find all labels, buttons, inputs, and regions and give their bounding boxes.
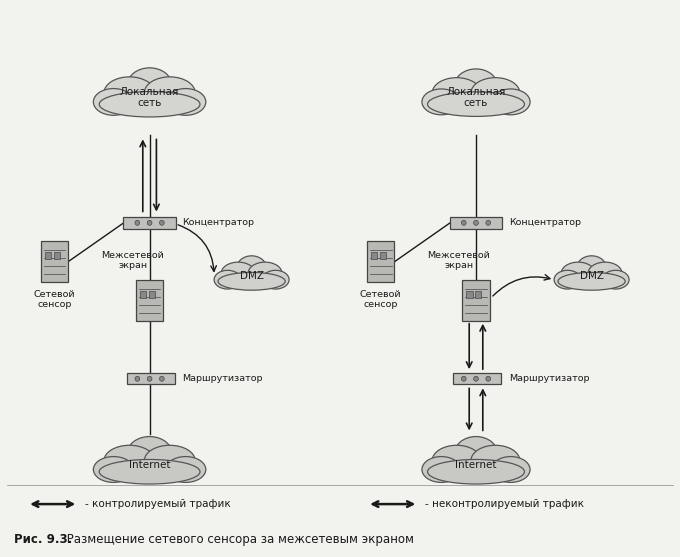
Ellipse shape — [262, 270, 289, 289]
Text: Сетевой
сенсор: Сетевой сенсор — [33, 290, 75, 309]
Ellipse shape — [159, 377, 165, 381]
Text: Межсетевой
экран: Межсетевой экран — [428, 251, 490, 270]
Text: Маршрутизатор: Маршрутизатор — [509, 374, 589, 383]
Text: Межсетевой
экран: Межсетевой экран — [101, 251, 164, 270]
FancyBboxPatch shape — [136, 280, 163, 321]
FancyBboxPatch shape — [475, 291, 481, 298]
Ellipse shape — [93, 457, 134, 482]
Text: Размещение сетевого сенсора за межсетевым экраном: Размещение сетевого сенсора за межсетевы… — [63, 532, 413, 546]
Ellipse shape — [471, 77, 520, 109]
FancyBboxPatch shape — [462, 280, 490, 321]
Ellipse shape — [99, 460, 200, 484]
Ellipse shape — [135, 220, 140, 226]
Ellipse shape — [454, 437, 497, 470]
Polygon shape — [126, 373, 175, 384]
Ellipse shape — [461, 377, 466, 381]
Ellipse shape — [248, 262, 282, 285]
Text: DMZ: DMZ — [239, 271, 264, 281]
Ellipse shape — [135, 377, 140, 381]
Ellipse shape — [422, 457, 460, 482]
Ellipse shape — [165, 89, 206, 115]
FancyBboxPatch shape — [140, 291, 146, 298]
Ellipse shape — [218, 272, 285, 290]
Text: DMZ: DMZ — [579, 271, 604, 281]
Ellipse shape — [144, 77, 195, 109]
Ellipse shape — [147, 220, 152, 226]
Ellipse shape — [473, 377, 478, 381]
Text: Концентратор: Концентратор — [182, 218, 254, 227]
Ellipse shape — [461, 220, 466, 226]
Text: Локальная
сеть: Локальная сеть — [446, 87, 506, 108]
FancyBboxPatch shape — [41, 241, 68, 282]
Ellipse shape — [214, 270, 241, 289]
Ellipse shape — [491, 457, 530, 482]
Ellipse shape — [159, 220, 165, 226]
FancyBboxPatch shape — [466, 291, 473, 298]
Ellipse shape — [221, 262, 255, 285]
Ellipse shape — [554, 270, 581, 289]
Text: - неконтролируемый трафик: - неконтролируемый трафик — [425, 499, 584, 509]
Ellipse shape — [127, 68, 172, 102]
FancyBboxPatch shape — [45, 252, 51, 259]
Ellipse shape — [104, 77, 155, 109]
Ellipse shape — [588, 262, 622, 285]
FancyBboxPatch shape — [367, 241, 394, 282]
Text: Маршрутизатор: Маршрутизатор — [182, 374, 262, 383]
Ellipse shape — [471, 445, 520, 476]
Ellipse shape — [428, 92, 524, 116]
Ellipse shape — [491, 89, 530, 115]
Text: Рис. 9.3.: Рис. 9.3. — [14, 532, 72, 546]
Text: Internet: Internet — [455, 460, 497, 470]
Ellipse shape — [454, 69, 497, 102]
FancyBboxPatch shape — [450, 217, 502, 229]
Ellipse shape — [237, 256, 267, 280]
Ellipse shape — [473, 220, 478, 226]
Ellipse shape — [99, 91, 200, 117]
Text: Сетевой
сенсор: Сетевой сенсор — [360, 290, 402, 309]
Text: Концентратор: Концентратор — [509, 218, 581, 227]
Ellipse shape — [486, 220, 491, 226]
Ellipse shape — [432, 445, 481, 476]
FancyBboxPatch shape — [371, 252, 377, 259]
Ellipse shape — [602, 270, 629, 289]
Ellipse shape — [144, 445, 195, 476]
Ellipse shape — [432, 77, 481, 109]
Ellipse shape — [558, 272, 625, 290]
FancyBboxPatch shape — [149, 291, 155, 298]
Text: Internet: Internet — [129, 460, 171, 470]
Ellipse shape — [486, 377, 491, 381]
Text: Локальная
сеть: Локальная сеть — [120, 87, 180, 108]
Text: - контролируемый трафик: - контролируемый трафик — [85, 499, 231, 509]
Polygon shape — [453, 373, 501, 384]
Ellipse shape — [422, 89, 460, 115]
Ellipse shape — [165, 457, 206, 482]
Ellipse shape — [577, 256, 607, 280]
FancyBboxPatch shape — [54, 252, 60, 259]
Ellipse shape — [104, 445, 155, 476]
Ellipse shape — [147, 377, 152, 381]
FancyBboxPatch shape — [124, 217, 175, 229]
Ellipse shape — [93, 89, 134, 115]
Ellipse shape — [561, 262, 595, 285]
Ellipse shape — [428, 460, 524, 484]
FancyBboxPatch shape — [380, 252, 386, 259]
Ellipse shape — [127, 437, 172, 470]
